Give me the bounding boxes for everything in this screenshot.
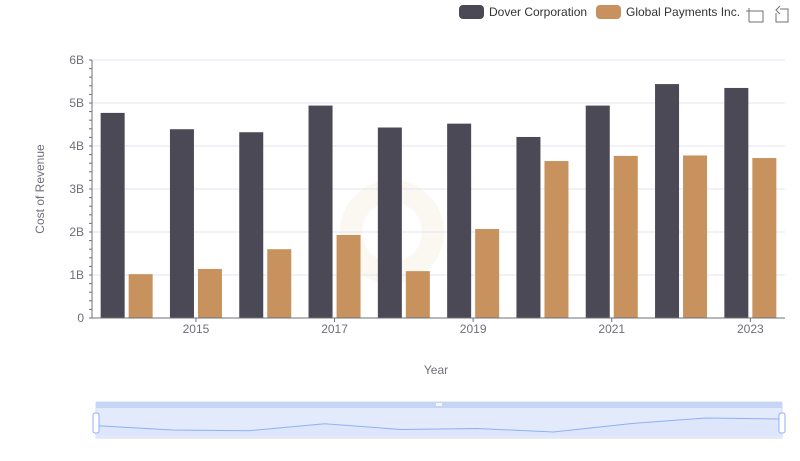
bar-global-payments-2017[interactable] [336,235,361,318]
bar-dover-2018[interactable] [377,127,402,318]
x-tick-label: 2019 [460,322,487,336]
legend-swatch-dover [459,5,484,19]
bar-dover-2020[interactable] [516,136,541,318]
legend-label-dover: Dover Corporation [489,5,587,19]
bar-global-payments-2021[interactable] [613,155,638,318]
data-zoom-slider[interactable] [92,401,786,439]
y-tick-label: 2B [69,225,84,239]
bar-dover-2016[interactable] [239,132,264,318]
y-tick-label: 1B [69,268,84,282]
bar-dover-2022[interactable] [655,84,680,318]
x-tick-label: 2023 [737,322,764,336]
bar-global-payments-2023[interactable] [752,158,777,318]
y-tick-label: 4B [69,139,84,153]
x-tick-label: 2017 [321,322,348,336]
slider-right-handle[interactable] [778,412,786,434]
y-axis-title: Cost of Revenue [33,144,47,234]
bar-dover-2017[interactable] [308,105,333,318]
legend-label-global-payments: Global Payments Inc. [626,5,740,19]
x-axis-title: Year [424,363,448,377]
bar-dover-2014[interactable] [100,112,125,318]
bar-dover-2019[interactable] [447,123,472,318]
bar-global-payments-2022[interactable] [683,155,708,318]
bar-dover-2021[interactable] [585,105,610,318]
bar-dover-2015[interactable] [169,129,194,318]
legend-swatch-global-payments [596,5,621,19]
legend[interactable]: Dover Corporation Global Payments Inc. [459,5,740,19]
bar-global-payments-2015[interactable] [197,268,222,318]
bar-global-payments-2020[interactable] [544,161,569,318]
bar-global-payments-2018[interactable] [405,271,430,318]
slider-preview-area [96,418,782,436]
y-tick-label: 3B [69,182,84,196]
restore-icon[interactable] [775,5,789,23]
slider-grip[interactable] [436,403,442,406]
y-tick-label: 0 [77,311,84,325]
x-tick-label: 2021 [598,322,625,336]
bar-global-payments-2014[interactable] [128,274,153,318]
bar-dover-2023[interactable] [724,87,749,318]
bar-global-payments-2019[interactable] [475,228,500,318]
zoom-icon[interactable] [746,8,764,23]
slider-preview-line [95,417,783,433]
bar-global-payments-2016[interactable] [267,249,292,318]
x-tick-label: 2015 [183,322,210,336]
slider-left-handle[interactable] [92,412,100,434]
y-tick-label: 6B [69,53,84,67]
y-tick-label: 5B [69,96,84,110]
